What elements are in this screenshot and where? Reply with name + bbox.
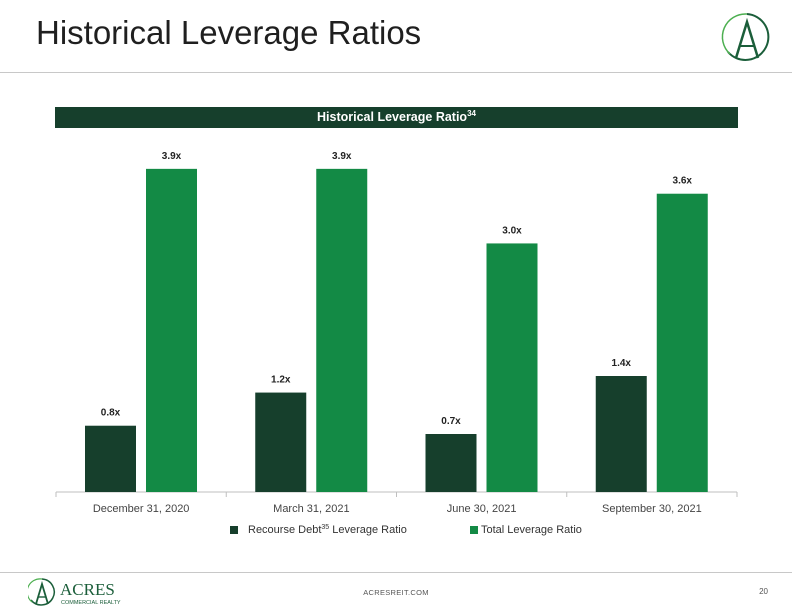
logo-text: ACRES [60, 580, 115, 599]
legend-label-recourse: Recourse Debt35 Leverage Ratio [248, 524, 407, 536]
acres-logo-icon [721, 13, 770, 61]
data-label-total-0: 3.9x [162, 151, 182, 162]
bar-recourse-0 [85, 425, 136, 492]
legend-swatch-total [470, 526, 478, 534]
data-label-total-3: 3.6x [673, 176, 693, 187]
legend-item-recourse: Recourse Debt35 Leverage Ratio [230, 524, 407, 536]
legend-swatch-recourse [230, 526, 238, 534]
bar-total-0 [146, 168, 197, 492]
bar-total-2 [486, 243, 538, 492]
title-divider [0, 72, 792, 73]
legend-item-total: Total Leverage Ratio [470, 524, 582, 536]
data-label-recourse-0: 0.8x [101, 408, 121, 419]
bar-total-3 [656, 193, 708, 492]
bar-recourse-1 [255, 392, 307, 492]
data-label-recourse-1: 1.2x [271, 375, 291, 386]
x-tick-label-1: March 31, 2021 [273, 503, 349, 515]
acres-commercial-realty-logo: ACRES COMMERCIAL REALTY [28, 578, 121, 606]
data-label-total-1: 3.9x [332, 151, 352, 162]
chart-title: Historical Leverage Ratio [317, 110, 468, 124]
data-label-total-2: 3.0x [502, 225, 522, 236]
x-tick-label-2: June 30, 2021 [447, 503, 517, 515]
legend-label-total: Total Leverage Ratio [481, 524, 582, 536]
chart-title-superscript: 34 [467, 109, 476, 118]
footer-divider [0, 572, 792, 573]
data-label-recourse-3: 1.4x [612, 358, 632, 369]
bar-recourse-3 [595, 376, 647, 492]
data-label-recourse-2: 0.7x [441, 416, 461, 427]
logo-subtext: COMMERCIAL REALTY [61, 600, 121, 606]
footer-url[interactable]: ACRESREIT.COM [363, 588, 429, 597]
bar-recourse-2 [425, 434, 477, 492]
x-tick-label-0: December 31, 2020 [93, 503, 190, 515]
chart-title-banner: Historical Leverage Ratio34 [55, 107, 738, 128]
x-tick-label-3: September 30, 2021 [602, 503, 702, 515]
slide-title: Historical Leverage Ratios [36, 14, 422, 51]
bar-total-1 [316, 168, 368, 492]
page-number: 20 [759, 587, 768, 596]
